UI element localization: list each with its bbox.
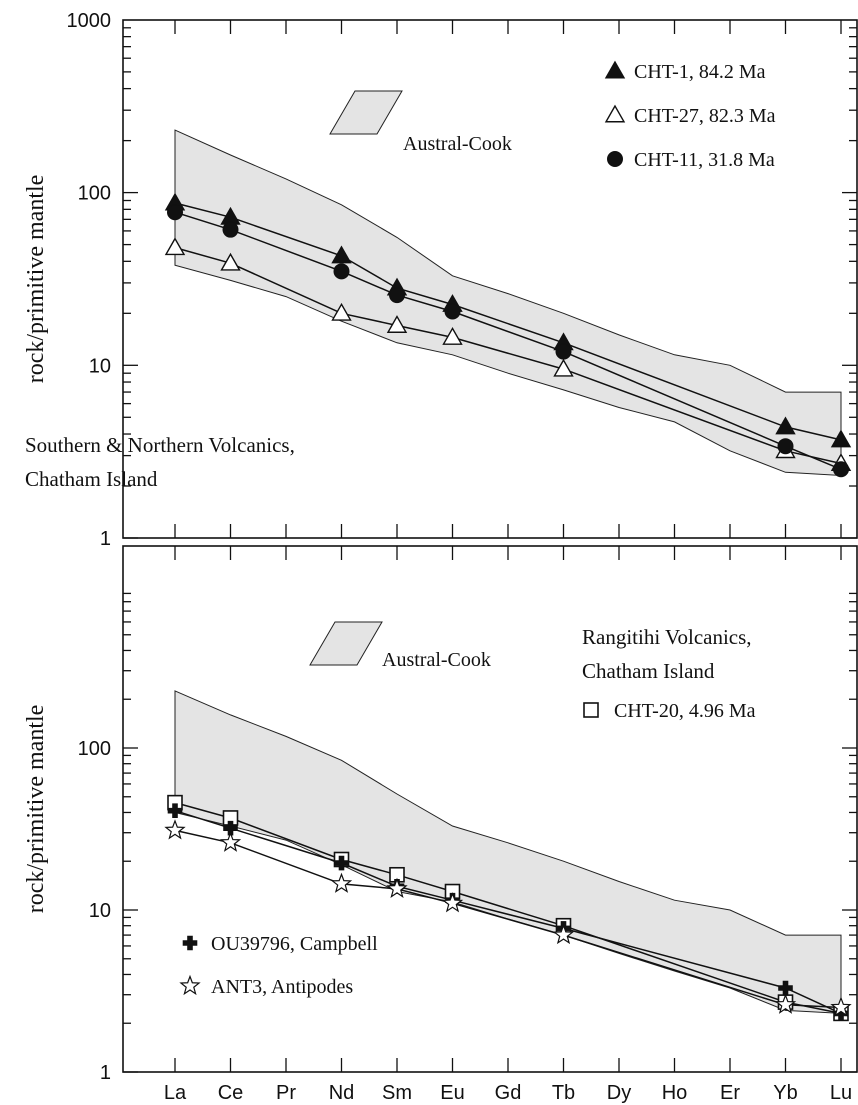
series-line-1 [174, 202, 842, 441]
legend-label: CHT-27, 82.3 Ma [634, 105, 776, 127]
series-line-2 [174, 246, 842, 465]
x-tick-label: Yb [773, 1082, 797, 1104]
data-point [223, 820, 238, 836]
y-axis-label: rock/primitive mantle [23, 175, 49, 384]
y-tick-label: 1 [100, 1062, 111, 1084]
data-point [386, 877, 408, 898]
panel-annotation: Chatham Island [582, 659, 715, 683]
y-tick-label: 100 [78, 183, 111, 205]
field-legend-label: Austral-Cook [382, 649, 491, 671]
x-axis-labels: La Ce Pr Nd Sm Eu Gd Tb Dy Ho Er Yb Lu [164, 1082, 852, 1104]
data-point [830, 996, 852, 1017]
panel-annotation: Chatham Island [25, 467, 158, 491]
series-line-3 [174, 211, 842, 470]
x-tick-label: Tb [552, 1082, 575, 1104]
data-point [219, 831, 242, 852]
panel-annotation: Rangitihi Volcanics, [582, 625, 752, 649]
data-point [553, 358, 574, 377]
panel-annotation: Southern & Northern Volcanics, [25, 433, 295, 457]
series-line-2 [174, 809, 842, 1015]
y-tick-label: 10 [89, 900, 111, 922]
legend-label: OU39796, Campbell [211, 933, 378, 955]
legend-label: CHT-20, 4.96 Ma [614, 700, 756, 722]
data-point [777, 438, 794, 455]
data-point [167, 204, 183, 221]
legend-label: ANT3, Antipodes [211, 976, 353, 998]
legend-marker [179, 974, 201, 996]
data-point [222, 221, 239, 238]
x-tick-label: Ho [662, 1082, 688, 1104]
legend-marker [182, 935, 198, 951]
data-point [552, 923, 575, 945]
data-point [778, 980, 793, 996]
data-point [830, 429, 852, 448]
legend-marker [604, 60, 626, 79]
x-tick-label: Nd [329, 1082, 355, 1104]
x-tick-label: Dy [607, 1082, 631, 1104]
plot-frame [122, 19, 858, 539]
field-legend-swatch [329, 90, 403, 135]
data-point [442, 327, 463, 345]
y-tick-label: 1000 [67, 10, 112, 32]
panel-top: 1 10 100 1000 rock/primitive mantle Austral-C… [23, 10, 858, 550]
legend-label: CHT-1, 84.2 Ma [634, 61, 766, 83]
data-point [555, 343, 572, 360]
data-point [444, 303, 461, 320]
data-point [220, 252, 241, 271]
plot-frame [122, 545, 858, 1073]
x-tick-label: Ce [218, 1082, 244, 1104]
y-axis-label: rock/primitive mantle [23, 705, 49, 914]
data-point [774, 993, 797, 1014]
x-tick-label: La [164, 1082, 187, 1104]
legend-marker [604, 104, 626, 123]
x-tick-label: Eu [440, 1082, 464, 1104]
data-point [441, 892, 464, 913]
x-tick-label: Er [720, 1082, 740, 1104]
legend-marker [583, 702, 599, 718]
legend-marker [607, 151, 623, 167]
data-point [334, 855, 349, 871]
field-legend-label: Austral-Cook [403, 133, 512, 155]
data-point [386, 315, 408, 333]
austral-cook-field [174, 690, 842, 1014]
data-point [167, 803, 183, 819]
data-point [331, 245, 352, 264]
data-point [330, 872, 353, 893]
field-legend-swatch [309, 621, 383, 666]
data-point [389, 287, 405, 304]
data-point [331, 302, 352, 321]
series-line-3 [174, 829, 842, 1009]
y-tick-label: 10 [89, 355, 111, 377]
panel-bottom: 1 10 100 rock/primitive mantle Austral-Cook R… [23, 545, 858, 1084]
data-point [164, 237, 186, 256]
data-point [333, 263, 350, 280]
x-tick-label: Gd [495, 1082, 522, 1104]
data-point [833, 461, 849, 478]
series-line-1 [174, 801, 842, 1015]
y-tick-label: 1 [100, 528, 111, 550]
x-tick-label: Sm [382, 1082, 412, 1104]
x-tick-label: Lu [830, 1082, 852, 1104]
data-point [775, 416, 796, 435]
data-point [164, 819, 186, 840]
austral-cook-field [174, 129, 842, 477]
y-tick-label: 100 [78, 738, 111, 760]
legend-label: CHT-11, 31.8 Ma [634, 149, 775, 171]
x-tick-label: Pr [276, 1082, 296, 1104]
